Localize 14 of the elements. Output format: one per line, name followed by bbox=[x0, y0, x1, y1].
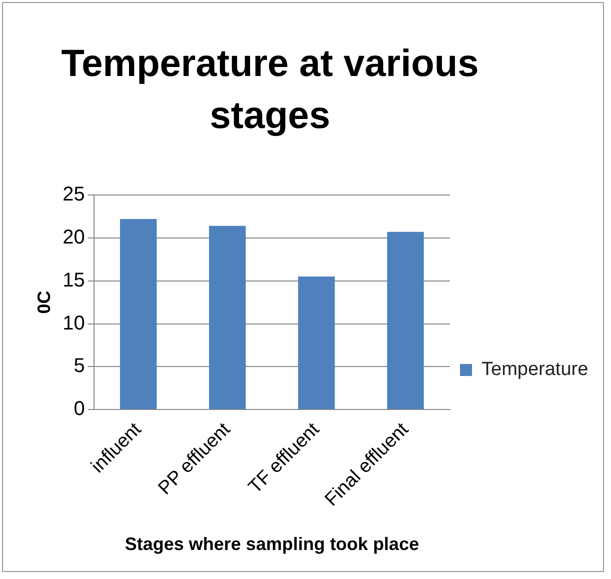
y-tick-label: 15 bbox=[62, 269, 85, 292]
bar bbox=[298, 276, 335, 410]
y-tick-label: 0 bbox=[74, 398, 85, 420]
x-axis-title: Stages where sampling took place bbox=[124, 534, 419, 554]
bar bbox=[209, 226, 246, 410]
chart-title: Temperature at various stages bbox=[60, 42, 480, 139]
legend-label: Temperature bbox=[482, 359, 588, 380]
bar bbox=[120, 219, 157, 410]
bar bbox=[387, 232, 424, 410]
y-tick-label: 20 bbox=[62, 226, 85, 248]
y-tick-label: 5 bbox=[74, 355, 85, 378]
y-tick-label: 10 bbox=[62, 312, 85, 334]
y-tick-label: 25 bbox=[62, 184, 85, 206]
y-axis-title: 0C bbox=[34, 290, 54, 314]
